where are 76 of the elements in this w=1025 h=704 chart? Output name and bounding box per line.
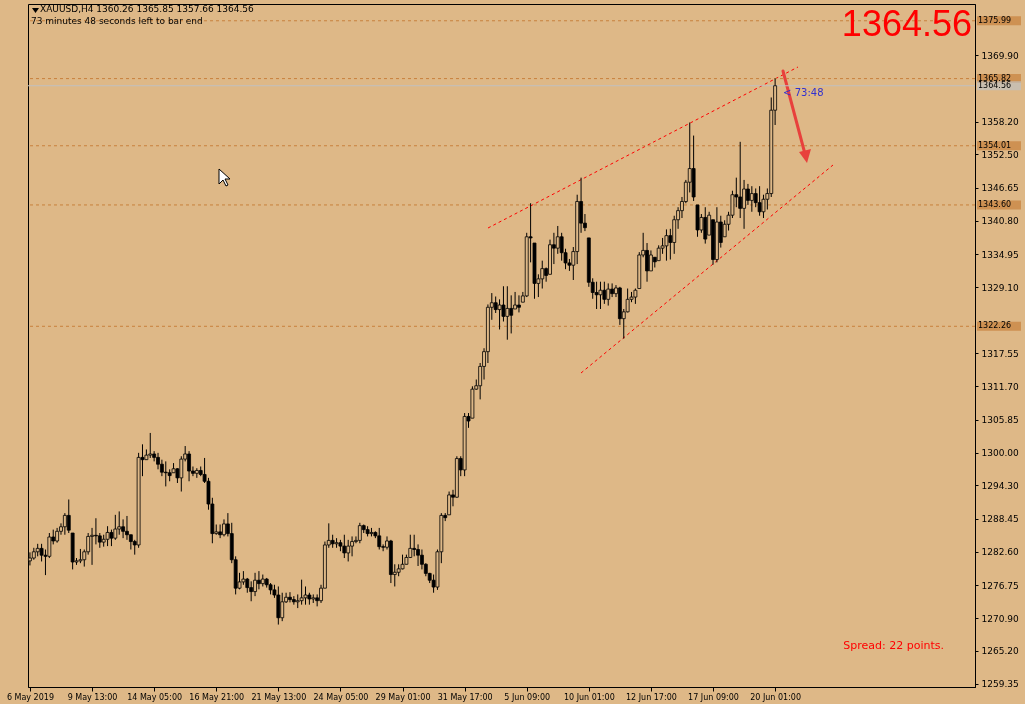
y-tick-label: 1276.75 [981,580,1019,591]
x-tick-label: 21 May 13:00 [251,692,307,702]
x-tick-label: 12 Jun 17:00 [626,692,677,702]
candlestick [602,281,607,305]
annotation: < 73:48 [783,86,824,98]
y-tick-label: 1259.35 [981,679,1019,690]
candlestick [148,432,153,459]
candlestick [218,523,223,539]
x-tick-label: 10 Jun 01:00 [563,692,615,702]
candlestick [288,591,292,603]
candlestick [257,570,261,590]
x-tick-label: 29 May 01:00 [375,692,431,702]
x-tick-label: 9 May 13:00 [67,692,118,702]
y-tick-label: 1282.60 [981,547,1019,558]
candlestick [179,455,184,493]
candlestick [509,294,514,334]
candlestick [253,572,257,597]
candlestick [342,534,347,559]
candlestick [505,285,510,341]
y-tick-label: 1288.45 [981,514,1019,525]
candlestick [94,517,98,545]
ref-line-label: 1322.26 [978,321,1012,331]
y-tick-label: 1352.50 [981,149,1019,160]
candlestick [299,579,304,606]
y-tick-label: 1334.95 [981,249,1019,260]
candlestick [125,515,129,541]
candlestick [377,527,382,551]
candlestick [90,527,94,566]
candlestick [598,281,603,310]
y-tick-label: 1340.80 [981,216,1019,227]
candlestick [276,585,281,626]
x-tick-label: 5 Jun 09:00 [504,692,551,702]
candlestick [350,535,354,557]
x-tick-label: 31 May 17:00 [437,692,493,702]
x-tick-label: 20 Jun 01:00 [750,692,802,702]
annotation: 73 minutes 48 seconds left to bar end [31,16,203,26]
y-tick-label: 1317.55 [981,348,1019,359]
y-tick-label: 1358.20 [981,117,1019,128]
y-tick-label: 1294.30 [981,480,1019,491]
ref-line-label: 1365.82 [978,73,1012,83]
ref-line-label: 1354.01 [978,140,1012,150]
x-tick-label: 17 Jun 09:00 [688,692,739,702]
annotation: Spread: 22 points. [843,639,944,652]
ref-line-label: 1364.56 [978,80,1012,90]
y-tick-label: 1305.85 [981,415,1019,426]
candlestick [346,539,351,562]
candlestick [738,141,743,219]
y-tick-label: 1270.90 [981,613,1019,624]
candlestick [249,580,254,602]
candlestick [62,512,67,536]
ref-line-label: 1343.60 [978,199,1012,209]
y-tick-label: 1346.65 [981,183,1019,194]
candlestick [117,510,122,536]
candlestick [187,450,191,482]
candlestick [649,249,653,272]
y-tick-label: 1311.70 [981,381,1019,392]
candlestick [517,294,521,313]
candlestick [757,185,762,217]
x-tick-label: 16 May 21:00 [189,692,245,702]
x-tick-label: 24 May 05:00 [313,692,369,702]
y-tick-label: 1300.00 [981,448,1019,459]
candlestick [606,282,611,307]
y-tick-label: 1369.90 [981,50,1019,61]
x-tick-label: 6 May 2019 [6,692,54,702]
ref-line-label: 1375.99 [978,15,1012,25]
candlestick [291,595,296,606]
candlestick [594,281,599,310]
candlestick [357,522,362,544]
y-tick-label: 1329.10 [981,282,1019,293]
annotation: 1364.56 [841,3,972,44]
x-tick-label: 14 May 05:00 [127,692,183,702]
chart-title: XAUUSD,H4 1360.26 1365.85 1357.66 1364.56 [40,4,255,14]
y-tick-label: 1265.20 [981,646,1019,657]
candlestick [703,206,708,245]
candlestick [749,185,754,213]
candlestick [280,592,285,622]
